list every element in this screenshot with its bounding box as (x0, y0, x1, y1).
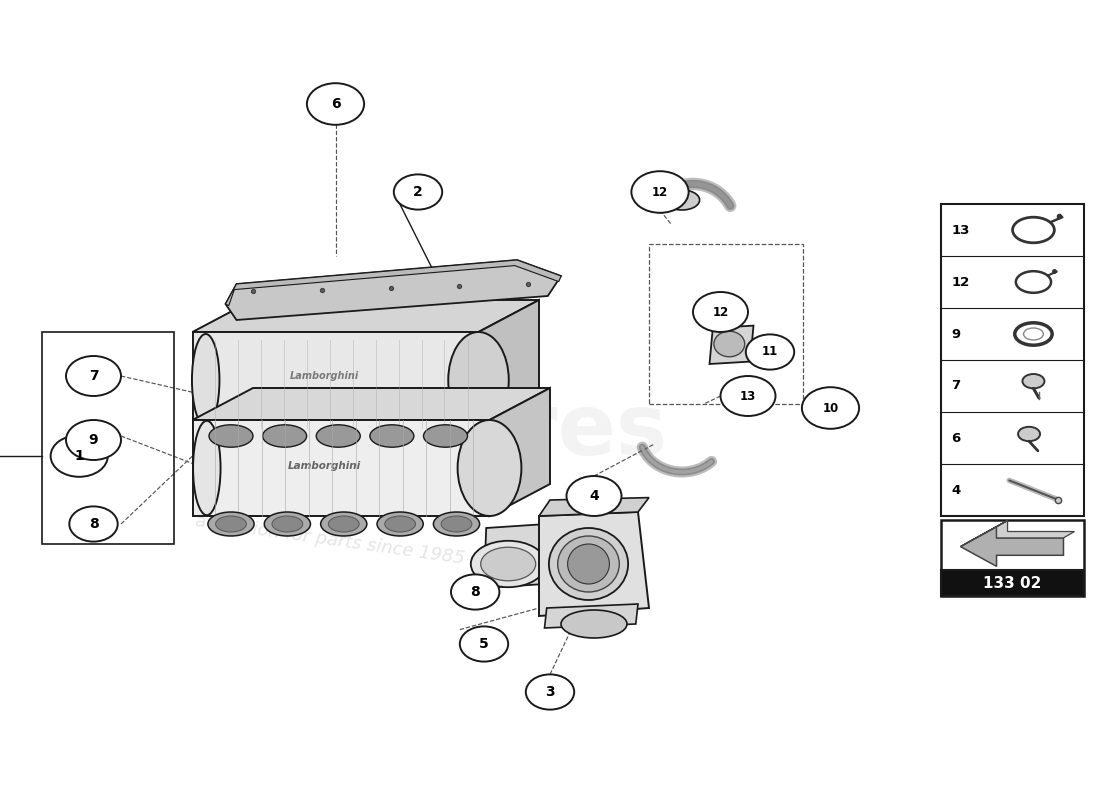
Circle shape (566, 476, 621, 516)
Polygon shape (490, 388, 550, 516)
Text: 6: 6 (331, 97, 340, 111)
Text: a passion for parts since 1985: a passion for parts since 1985 (194, 512, 466, 568)
Ellipse shape (1019, 426, 1041, 442)
Ellipse shape (317, 425, 361, 447)
Text: 6: 6 (952, 431, 960, 445)
Circle shape (720, 376, 775, 416)
Polygon shape (539, 498, 649, 516)
Ellipse shape (568, 544, 609, 584)
Ellipse shape (321, 512, 367, 536)
Polygon shape (484, 522, 583, 588)
Text: 9: 9 (89, 433, 98, 447)
Circle shape (307, 83, 364, 125)
Ellipse shape (549, 528, 628, 600)
Circle shape (394, 174, 442, 210)
Polygon shape (710, 326, 754, 364)
Polygon shape (539, 512, 649, 616)
Ellipse shape (424, 425, 468, 447)
Ellipse shape (216, 516, 246, 532)
Ellipse shape (664, 190, 700, 210)
Polygon shape (544, 604, 638, 628)
Text: 5: 5 (480, 637, 488, 651)
Text: 10: 10 (823, 402, 838, 414)
Ellipse shape (458, 420, 521, 516)
Polygon shape (226, 260, 561, 306)
Circle shape (451, 574, 499, 610)
Text: 3: 3 (546, 685, 554, 699)
Bar (940, 204, 1084, 516)
Text: Lamborghini: Lamborghini (288, 461, 361, 470)
Text: 11: 11 (762, 346, 778, 358)
Ellipse shape (481, 547, 536, 581)
Ellipse shape (194, 421, 220, 515)
Ellipse shape (209, 425, 253, 447)
Ellipse shape (471, 541, 546, 587)
Ellipse shape (433, 512, 480, 536)
Text: 2: 2 (414, 185, 422, 199)
Ellipse shape (377, 512, 424, 536)
Text: 13: 13 (740, 390, 756, 402)
Text: Lamborghini: Lamborghini (290, 371, 359, 381)
Bar (42, 332, 174, 544)
Text: 7: 7 (952, 379, 960, 393)
Text: 12: 12 (952, 275, 970, 289)
Polygon shape (192, 332, 478, 428)
Bar (940, 570, 1084, 596)
Ellipse shape (714, 331, 745, 357)
Circle shape (526, 674, 574, 710)
Polygon shape (192, 300, 539, 332)
Ellipse shape (385, 516, 416, 532)
Text: 12: 12 (652, 186, 668, 198)
Polygon shape (192, 420, 490, 516)
Ellipse shape (191, 334, 219, 426)
Circle shape (746, 334, 794, 370)
Circle shape (693, 292, 748, 332)
Circle shape (51, 435, 108, 477)
Polygon shape (960, 527, 1064, 566)
Text: 7: 7 (89, 369, 98, 383)
Text: 4: 4 (590, 489, 598, 503)
Circle shape (802, 387, 859, 429)
Circle shape (69, 506, 118, 542)
Ellipse shape (561, 610, 627, 638)
Text: 4: 4 (952, 483, 960, 497)
Text: Pares: Pares (396, 390, 668, 474)
Bar (940, 520, 1084, 596)
Text: 12: 12 (713, 306, 728, 318)
Circle shape (66, 356, 121, 396)
Ellipse shape (329, 516, 359, 532)
Ellipse shape (558, 536, 619, 592)
Text: 1: 1 (75, 449, 84, 463)
Ellipse shape (441, 516, 472, 532)
Ellipse shape (264, 512, 310, 536)
Text: 9: 9 (952, 327, 960, 341)
Text: 8: 8 (89, 517, 98, 531)
Ellipse shape (449, 332, 508, 428)
Ellipse shape (370, 425, 414, 447)
Ellipse shape (208, 512, 254, 536)
Polygon shape (960, 521, 1075, 546)
Polygon shape (192, 388, 550, 420)
Ellipse shape (272, 516, 302, 532)
Text: 8: 8 (471, 585, 480, 599)
Text: euro: euro (198, 390, 419, 474)
Ellipse shape (1023, 374, 1045, 388)
Circle shape (631, 171, 689, 213)
Circle shape (460, 626, 508, 662)
Text: 133 02: 133 02 (982, 575, 1042, 590)
Ellipse shape (263, 425, 307, 447)
Text: 13: 13 (952, 223, 970, 237)
Polygon shape (226, 260, 561, 320)
Circle shape (66, 420, 121, 460)
Polygon shape (478, 300, 539, 428)
